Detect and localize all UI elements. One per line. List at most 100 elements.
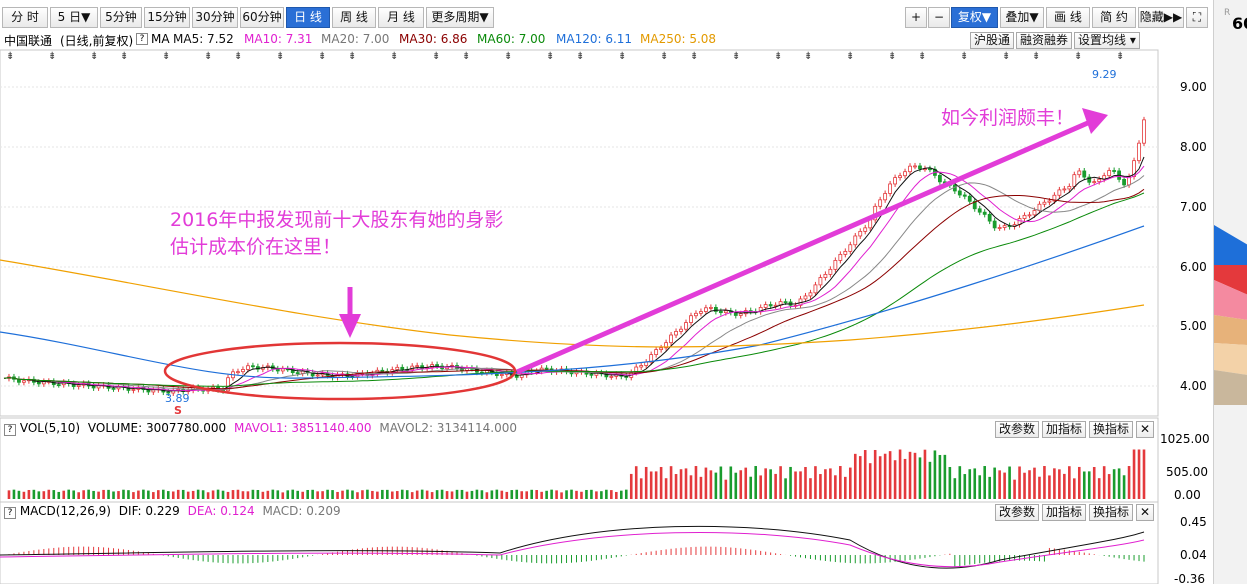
- volume-bar: [893, 460, 897, 499]
- period-daily[interactable]: 日 线: [286, 7, 330, 28]
- candle-body: [415, 365, 420, 368]
- volume-bar: [634, 466, 638, 499]
- hk-connect-button[interactable]: 沪股通: [970, 32, 1015, 49]
- volume-bar: [196, 489, 200, 499]
- period-more-dropdown[interactable]: 更多周期▼: [426, 7, 494, 28]
- margin-trading-button[interactable]: 融资融券: [1016, 32, 1073, 49]
- volume-bar: [809, 478, 812, 499]
- volume-bar: [470, 490, 474, 499]
- candle-body: [251, 365, 255, 368]
- simple-mode-button[interactable]: 简 约: [1092, 7, 1136, 28]
- macd-add-indicator-button[interactable]: 加指标: [1042, 504, 1087, 521]
- volume-bar: [341, 490, 344, 499]
- macd-close-icon[interactable]: ✕: [1136, 504, 1155, 521]
- volume-bar: [888, 451, 892, 499]
- volume-bar: [12, 489, 16, 499]
- volume-bar: [450, 491, 454, 499]
- volume-bar: [1102, 466, 1106, 499]
- dif-line: [0, 525, 1145, 569]
- volume-bar: [176, 489, 180, 499]
- volume-bar: [296, 490, 300, 499]
- volume-bar: [858, 456, 862, 499]
- volume-bar: [381, 489, 384, 499]
- period-5day[interactable]: 5 日▼: [50, 7, 98, 28]
- annotation-cost-line1: 2016年中报发现前十大股东有她的身影: [170, 209, 504, 231]
- macd-switch-indicator-button[interactable]: 换指标: [1089, 504, 1134, 521]
- period-weekly[interactable]: 周 线: [332, 7, 376, 28]
- hide-panel-button[interactable]: 隐藏▶▶: [1138, 7, 1184, 28]
- vol-add-indicator-button[interactable]: 加指标: [1042, 421, 1087, 438]
- volume-bar: [87, 489, 90, 499]
- vol-close-icon[interactable]: ✕: [1136, 421, 1155, 438]
- ma10-line: [3, 165, 1145, 392]
- volume-bar: [286, 490, 290, 499]
- overlay-dropdown[interactable]: 叠加▼: [1000, 7, 1044, 28]
- side-pie-slice: [1214, 225, 1247, 405]
- period-5min[interactable]: 5分钟: [100, 7, 142, 28]
- candle-body: [674, 331, 678, 336]
- volume-bar: [460, 489, 464, 499]
- macd-panel-frame: [0, 501, 1159, 584]
- volume-bar: [47, 489, 51, 499]
- period-15min[interactable]: 15分钟: [144, 7, 190, 28]
- set-ma-button[interactable]: 设置均线 ▾: [1074, 32, 1140, 49]
- volume-bar: [316, 491, 319, 499]
- period-30min[interactable]: 30分钟: [192, 7, 238, 28]
- volume-bar: [181, 489, 185, 499]
- volume-bar: [376, 491, 379, 499]
- candle-body: [893, 177, 897, 185]
- help-icon[interactable]: ?: [4, 507, 16, 519]
- adjust-rights-dropdown[interactable]: 复权▼: [951, 7, 998, 28]
- candle-body: [982, 211, 987, 215]
- volume-bar: [853, 453, 857, 499]
- chart-canvas[interactable]: ⇟ ⇟ ⇟ ⇟ ⇟ ⇟ ⇟ ⇟ ⇟ ⇟ ⇟ ⇟ ⇟ ⇟ ⇟ ⇟ ⇟ ⇟ ⇟ ⇟ ⇟ ⇟ ⇟ ⇟ ⇟ ⇟ ⇟ ⇟ ⇟ ⇟: [0, 0, 1213, 584]
- stock-name: 中国联通: [4, 34, 53, 48]
- volume-bar: [1003, 472, 1006, 499]
- vol-edit-params-button[interactable]: 改参数: [995, 421, 1040, 438]
- volume-bar: [251, 489, 255, 499]
- vol-switch-indicator-button[interactable]: 换指标: [1089, 421, 1134, 438]
- volume-bar: [430, 492, 434, 499]
- period-monthly[interactable]: 月 线: [378, 7, 424, 28]
- event-marker: ⇟: [960, 51, 968, 62]
- candle-body: [848, 244, 853, 252]
- event-marker: ⇟: [660, 51, 668, 62]
- draw-line-button[interactable]: 画 线: [1046, 7, 1090, 28]
- volume-bar: [132, 492, 135, 499]
- fullscreen-icon[interactable]: ⛶: [1186, 7, 1208, 28]
- volume-bar: [679, 469, 683, 499]
- volume-bar: [644, 466, 648, 499]
- volume-bar: [321, 491, 324, 499]
- macd-label: MACD(12,26,9): [19, 504, 111, 518]
- volume-bar: [1112, 469, 1116, 499]
- volume-bar: [1043, 466, 1046, 499]
- volume-bar: [664, 478, 668, 499]
- volume-bar: [495, 489, 499, 499]
- candle-body: [514, 375, 519, 378]
- volume-bar: [142, 489, 145, 499]
- candle-body: [913, 165, 917, 168]
- candle-body: [280, 368, 285, 372]
- volume-bar: [1077, 466, 1081, 499]
- volume-bar: [276, 490, 280, 499]
- candle-body: [723, 310, 728, 314]
- volume-bar: [326, 489, 329, 499]
- volume-bar: [649, 471, 653, 499]
- candle-body: [1032, 210, 1037, 216]
- period-60min[interactable]: 60分钟: [240, 7, 284, 28]
- macd-edit-params-button[interactable]: 改参数: [995, 504, 1040, 521]
- candle-body: [883, 193, 888, 201]
- candle-body: [36, 381, 41, 385]
- zoom-in-button[interactable]: +: [905, 7, 927, 28]
- volume-bar: [993, 467, 996, 499]
- help-icon[interactable]: ?: [136, 33, 148, 45]
- period-intraday[interactable]: 分 时: [2, 7, 48, 28]
- candle-body: [694, 312, 698, 317]
- zoom-out-button[interactable]: −: [928, 7, 950, 28]
- volume-bar: [580, 491, 583, 499]
- volume-bar: [824, 469, 827, 499]
- volume-bar: [72, 490, 75, 499]
- help-icon[interactable]: ?: [4, 424, 16, 436]
- dea-value: DEA: 0.124: [187, 504, 255, 518]
- volume-bar: [171, 491, 175, 499]
